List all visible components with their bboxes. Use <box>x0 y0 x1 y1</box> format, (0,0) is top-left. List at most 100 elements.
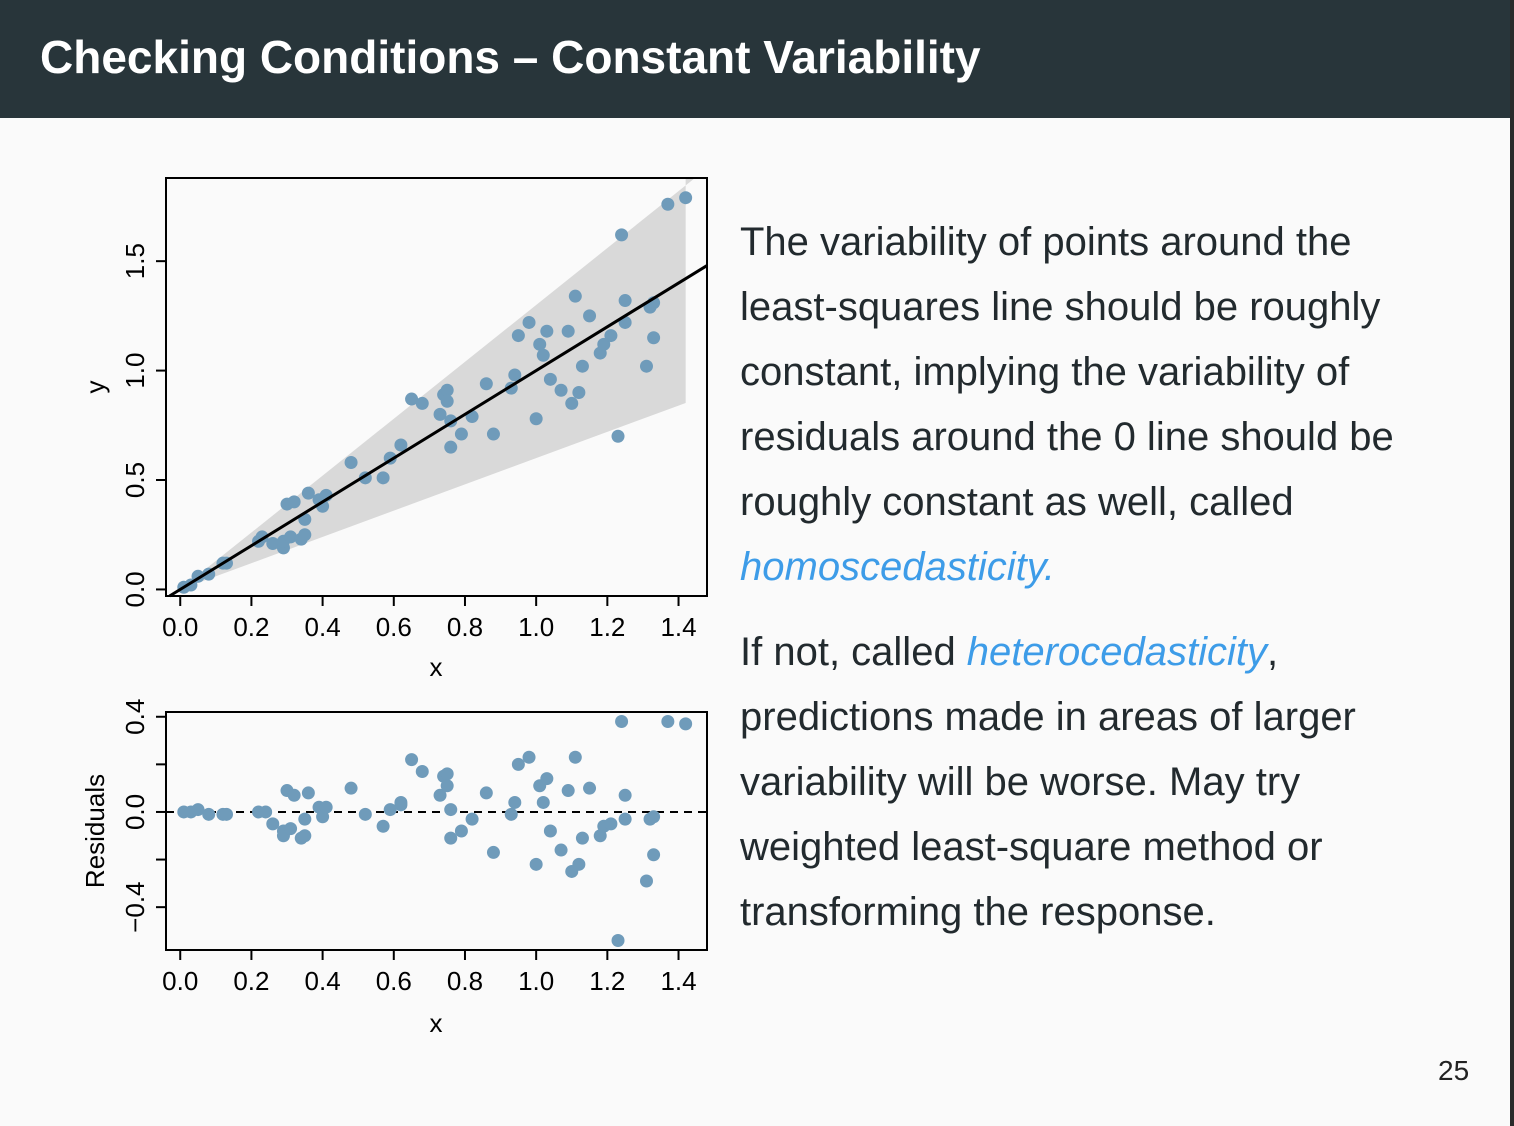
residual-y-label: Residuals <box>80 774 110 888</box>
residual-x-axis: 0.0 0.2 0.4 0.6 0.8 1.0 1.2 1.4 <box>162 950 697 996</box>
residual-point <box>604 817 618 831</box>
scatter-point <box>615 228 629 242</box>
scatter-point <box>440 383 454 397</box>
residual-point <box>554 843 568 857</box>
residual-plot-frame <box>165 711 708 951</box>
residual-point <box>287 788 301 802</box>
scatter-point <box>568 289 582 303</box>
residual-y-tick-label: −0.4 <box>120 881 150 932</box>
scatter-point <box>647 331 661 345</box>
scatter-point <box>394 438 408 452</box>
scatter-x-axis: 0.0 0.2 0.4 0.6 0.8 1.0 1.2 1.4 <box>162 596 697 642</box>
residual-point <box>639 874 653 888</box>
residual-x-tick-label: 1.0 <box>518 966 554 996</box>
paragraph2-lead: If not, called <box>740 630 967 674</box>
residual-point <box>568 750 582 764</box>
scatter-x-tick-label: 0.4 <box>305 612 341 642</box>
scatter-point <box>301 486 315 500</box>
scatter-points <box>177 191 693 594</box>
residual-point <box>540 772 554 786</box>
residual-point <box>543 824 557 838</box>
residual-x-tick-label: 1.4 <box>660 966 696 996</box>
residual-point <box>504 807 518 821</box>
scatter-point <box>508 368 522 382</box>
scatter-x-tick-label: 1.0 <box>518 612 554 642</box>
term-heterocedasticity: heterocedasticity <box>966 630 1267 674</box>
residual-point <box>344 781 358 795</box>
residual-point <box>454 824 468 838</box>
scatter-point <box>597 337 611 351</box>
scatter-point <box>284 530 298 544</box>
scatter-point <box>583 309 597 323</box>
scatter-point <box>415 396 429 410</box>
least-squares-line <box>168 264 708 598</box>
paragraph-homoscedasticity: The variability of points around the lea… <box>740 210 1440 600</box>
scatter-point <box>554 383 568 397</box>
paragraph-heterocedasticity: If not, called heterocedasticity, predic… <box>740 620 1440 945</box>
residual-x-tick-label: 1.2 <box>589 966 625 996</box>
residual-point <box>259 805 273 819</box>
residual-x-tick-label: 0.4 <box>305 966 341 996</box>
scatter-x-tick-label: 0.0 <box>162 612 198 642</box>
residual-point <box>202 807 216 821</box>
residual-point <box>440 767 454 781</box>
scatter-point <box>540 324 554 338</box>
scatter-point <box>287 495 301 509</box>
page-number: 25 <box>1438 1055 1470 1086</box>
scatter-point <box>533 337 547 351</box>
scatter-point <box>543 372 557 386</box>
plots-figure: 0.0 0.2 0.4 0.6 0.8 1.0 1.2 1.4 0.00.51.01.5 x … <box>80 177 708 1038</box>
scatter-x-label: x <box>430 652 443 682</box>
scatter-point <box>639 359 653 373</box>
scatter-point <box>661 197 675 211</box>
residual-point <box>301 786 315 800</box>
variability-band <box>180 178 695 590</box>
scatter-point <box>572 385 586 399</box>
scatter-x-tick-label: 1.2 <box>589 612 625 642</box>
scatter-y-tick-label: 1.0 <box>120 353 150 389</box>
scatter-x-tick-label: 0.6 <box>376 612 412 642</box>
scatter-point <box>486 427 500 441</box>
window-edge <box>1510 0 1514 1126</box>
residual-point <box>433 788 447 802</box>
residual-x-tick-label: 0.6 <box>376 966 412 996</box>
scatter-y-tick-label: 1.5 <box>120 243 150 279</box>
residual-point <box>561 784 575 798</box>
scatter-y-axis: 0.0 0.5 1.0 1.5 <box>120 243 166 608</box>
residual-point <box>444 831 458 845</box>
residual-point <box>572 857 586 871</box>
scatter-plot-frame <box>165 177 708 597</box>
scatter-point <box>561 324 575 338</box>
scatter-y-tick-label: 0.0 <box>120 571 150 607</box>
scatter-point <box>440 394 454 408</box>
residual-y-tick-label: 0.4 <box>120 699 150 735</box>
residual-y-axis: −0.4 0.0 0.4 <box>120 699 166 933</box>
residual-point <box>536 795 550 809</box>
residual-point <box>444 803 458 817</box>
residual-point <box>479 786 493 800</box>
scatter-point <box>266 536 280 550</box>
residual-point <box>679 717 693 731</box>
residual-point <box>266 817 280 831</box>
residual-point <box>611 933 625 947</box>
term-homoscedasticity: homoscedasticity. <box>740 545 1055 589</box>
residual-point <box>647 810 661 824</box>
residual-x-label: x <box>430 1008 443 1038</box>
residual-point <box>415 765 429 778</box>
scatter-point <box>405 392 419 406</box>
scatter-point <box>618 294 632 308</box>
scatter-point <box>479 377 493 391</box>
residual-point <box>529 857 543 871</box>
residual-point <box>618 788 632 802</box>
residual-point <box>358 807 372 821</box>
scatter-point <box>454 427 468 441</box>
residual-point <box>298 829 312 843</box>
residual-plot: 0.0 0.2 0.4 0.6 0.8 1.0 1.2 1.4 −0.4 0.0 0.4 x Re… <box>80 699 708 1038</box>
residual-point <box>661 715 675 729</box>
scatter-point <box>376 471 390 485</box>
residual-point <box>319 800 333 814</box>
residual-point <box>440 779 454 793</box>
scatter-point <box>344 456 358 470</box>
residual-points <box>177 715 693 947</box>
scatter-x-tick-label: 0.2 <box>233 612 269 642</box>
